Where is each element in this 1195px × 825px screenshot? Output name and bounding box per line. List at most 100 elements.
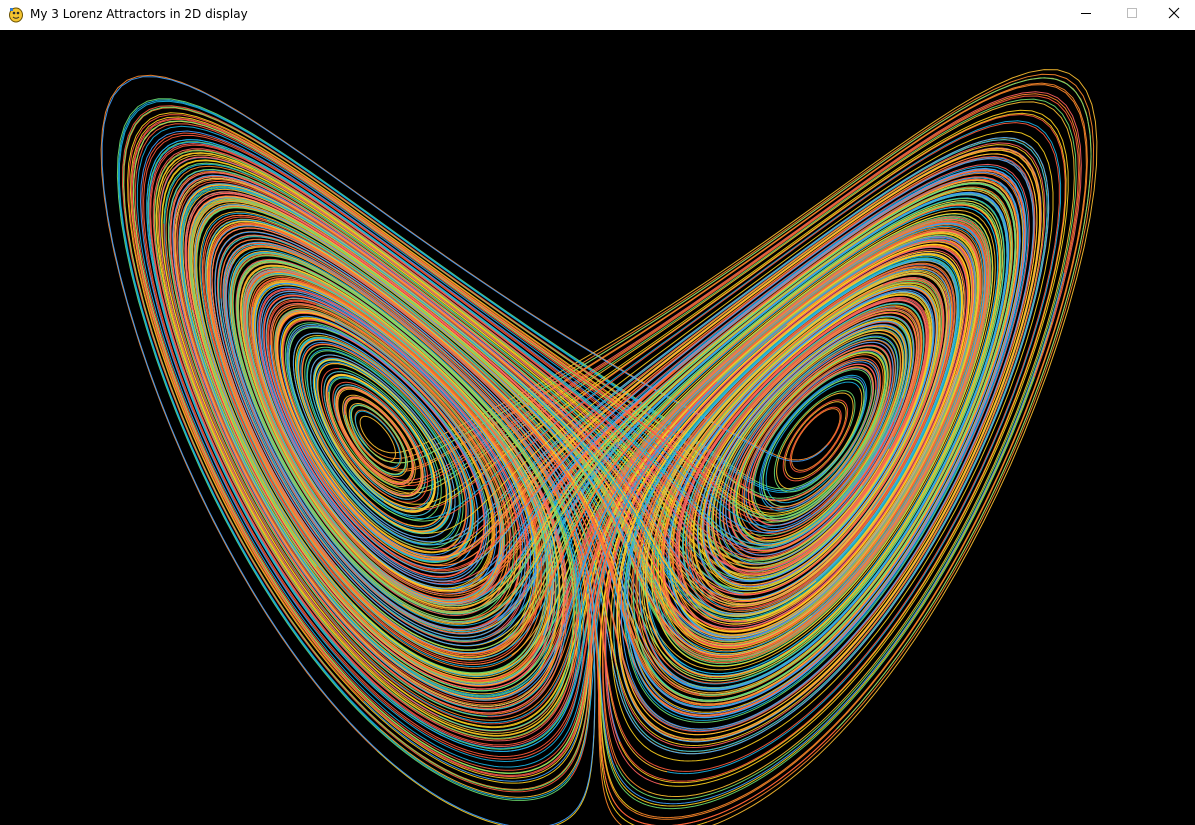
- trajectory-segment: [296, 337, 474, 563]
- trajectory-segment: [170, 172, 945, 714]
- trajectory-segment: [284, 322, 490, 576]
- trajectory-segment: [306, 120, 1062, 775]
- trajectory-segment: [635, 265, 954, 695]
- trajectory-segment: [294, 130, 1054, 762]
- trajectory-segment: [232, 255, 574, 732]
- trajectory-segment: [163, 223, 981, 725]
- trajectory-segment: [265, 158, 1034, 730]
- close-icon: [1168, 6, 1180, 24]
- trajectory-segment: [696, 315, 915, 595]
- trajectory-segment: [405, 200, 1003, 682]
- trajectory-segment: [176, 180, 955, 704]
- trajectory-segment: [261, 293, 524, 622]
- trajectory-segment: [117, 99, 797, 800]
- trajectory-segment: [230, 187, 1013, 696]
- trajectory-segment: [348, 82, 1088, 820]
- trajectory-segment: [203, 216, 741, 684]
- trajectory-segment: [559, 149, 1040, 740]
- trajectory-segment: [317, 109, 1069, 787]
- trajectory-segment: [214, 231, 576, 647]
- trajectory-segment: [288, 136, 1050, 755]
- trajectory-segment: [359, 69, 1098, 825]
- attractor-canvas[interactable]: [0, 30, 1195, 825]
- trajectory-segment: [244, 176, 1001, 682]
- trajectory-segment: [121, 105, 750, 793]
- trajectory-segment: [352, 212, 994, 675]
- trajectory-segment: [146, 139, 908, 753]
- trajectory-segment: [497, 194, 1008, 689]
- trajectory-segment: [182, 188, 965, 695]
- trajectory-segment: [216, 234, 595, 643]
- trajectory-segment: [715, 332, 902, 570]
- trajectory-segment: [269, 332, 479, 570]
- trajectory-segment: [237, 155, 976, 614]
- trajectory-segment: [669, 241, 972, 636]
- trajectory-segment: [175, 178, 985, 706]
- lorenz-attractor-plot: [100, 69, 1098, 825]
- maximize-button[interactable]: [1109, 0, 1155, 30]
- trajectory-segment: [617, 189, 1011, 694]
- trajectory-segment: [782, 399, 851, 482]
- title-bar[interactable]: My 3 Lorenz Attractors in 2D display: [0, 0, 1195, 30]
- trajectory-segment: [276, 147, 1042, 742]
- trajectory-segment: [344, 77, 1092, 730]
- trajectory-segment: [710, 328, 905, 555]
- trajectory-segment: [220, 290, 527, 639]
- trajectory-segment: [657, 282, 941, 655]
- trajectory-segment: [195, 206, 660, 675]
- trajectory-segment: [267, 155, 1036, 733]
- trajectory-segment: [286, 139, 1048, 752]
- trajectory-segment: [188, 196, 975, 686]
- trajectory-segment: [205, 206, 999, 675]
- trajectory-segment: [228, 249, 619, 763]
- trajectory-segment: [209, 182, 1021, 709]
- trajectory-segment: [300, 346, 449, 529]
- close-button[interactable]: [1153, 0, 1195, 30]
- trajectory-segment: [310, 371, 439, 517]
- trajectory-segment: [326, 380, 423, 497]
- trajectory-segment: [184, 191, 968, 742]
- trajectory-segment: [118, 100, 872, 730]
- trajectory-segment: [180, 185, 961, 698]
- trajectory-segment: [211, 169, 1026, 717]
- trajectory-segment: [663, 287, 942, 646]
- trajectory-segment: [149, 143, 904, 747]
- trajectory-segment: [602, 245, 969, 793]
- trajectory-segment: [189, 198, 977, 684]
- trajectory-segment: [223, 192, 1009, 690]
- trajectory-segment: [282, 142, 1046, 749]
- trajectory-segment: [152, 148, 918, 742]
- trajectory-segment: [288, 327, 460, 544]
- trajectory-segment: [349, 404, 407, 476]
- trajectory-segment: [631, 262, 956, 612]
- trajectory-segment: [327, 388, 422, 495]
- trajectory-segment: [505, 165, 1029, 721]
- trajectory-segment: [225, 191, 1010, 691]
- trajectory-segment: [762, 378, 877, 507]
- trajectory-segment: [139, 130, 899, 627]
- trajectory-segment: [220, 122, 1060, 772]
- trajectory-segment: [147, 141, 910, 750]
- trajectory-segment: [178, 183, 987, 701]
- trajectory-segment: [621, 249, 966, 627]
- trajectory-segment: [237, 182, 1017, 702]
- trajectory-segment: [712, 329, 904, 543]
- pygame-snake-icon: [8, 6, 24, 23]
- trajectory-segment: [337, 394, 416, 487]
- minimize-button[interactable]: [1063, 0, 1109, 30]
- trajectory-segment: [161, 160, 931, 728]
- trajectory-segment: [354, 73, 1095, 823]
- trajectory-segment: [131, 118, 974, 776]
- trajectory-segment: [666, 285, 938, 588]
- trajectory-segment: [745, 361, 879, 530]
- trajectory-segment: [201, 214, 676, 665]
- trajectory-segment: [314, 112, 1067, 784]
- trajectory-segment: [185, 192, 990, 690]
- trajectory-segment: [722, 339, 896, 557]
- trajectory-segment: [210, 225, 984, 711]
- trajectory-segment: [644, 204, 1001, 677]
- trajectory-segment: [239, 272, 508, 610]
- trajectory-segment: [280, 144, 1045, 747]
- trajectory-segment: [552, 221, 988, 658]
